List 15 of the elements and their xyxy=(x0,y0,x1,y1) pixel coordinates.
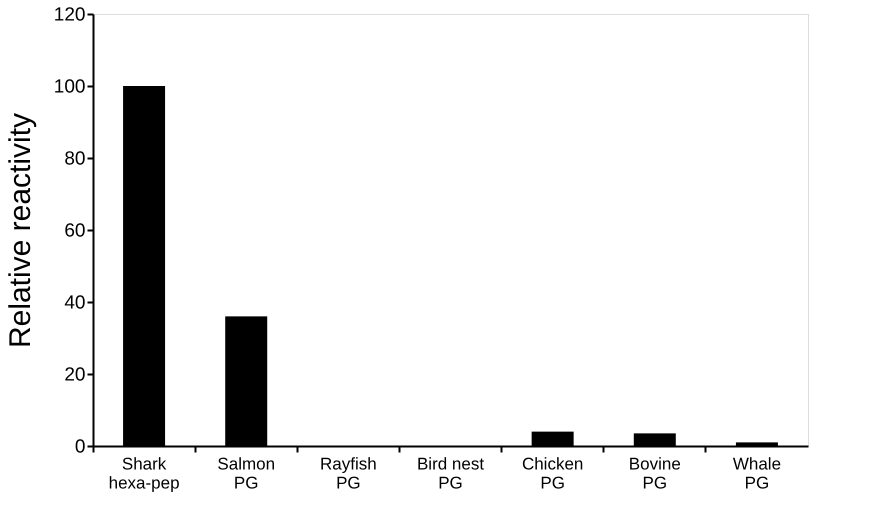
y-tick-label: 100 xyxy=(54,76,86,98)
y-tick-label: 120 xyxy=(54,4,86,26)
y-tick-label: 20 xyxy=(64,364,86,386)
x-tick-label: Whale PG xyxy=(732,454,782,492)
x-tick-label: Salmon PG xyxy=(217,454,276,492)
y-tick-label: 0 xyxy=(74,436,86,458)
x-tick-label: Rayfish PG xyxy=(320,454,377,492)
y-tick-label: 40 xyxy=(64,292,86,314)
x-tick-label: Chicken PG xyxy=(522,454,584,492)
x-tick-label: Shark hexa-pep xyxy=(108,454,180,492)
y-tick-label: 80 xyxy=(64,148,86,170)
y-axis-title: Relative reactivity xyxy=(4,112,37,348)
x-tick-label: Bird nest PG xyxy=(416,454,484,492)
x-tick-label: Bovine PG xyxy=(628,454,681,492)
y-tick-label: 60 xyxy=(64,220,86,242)
